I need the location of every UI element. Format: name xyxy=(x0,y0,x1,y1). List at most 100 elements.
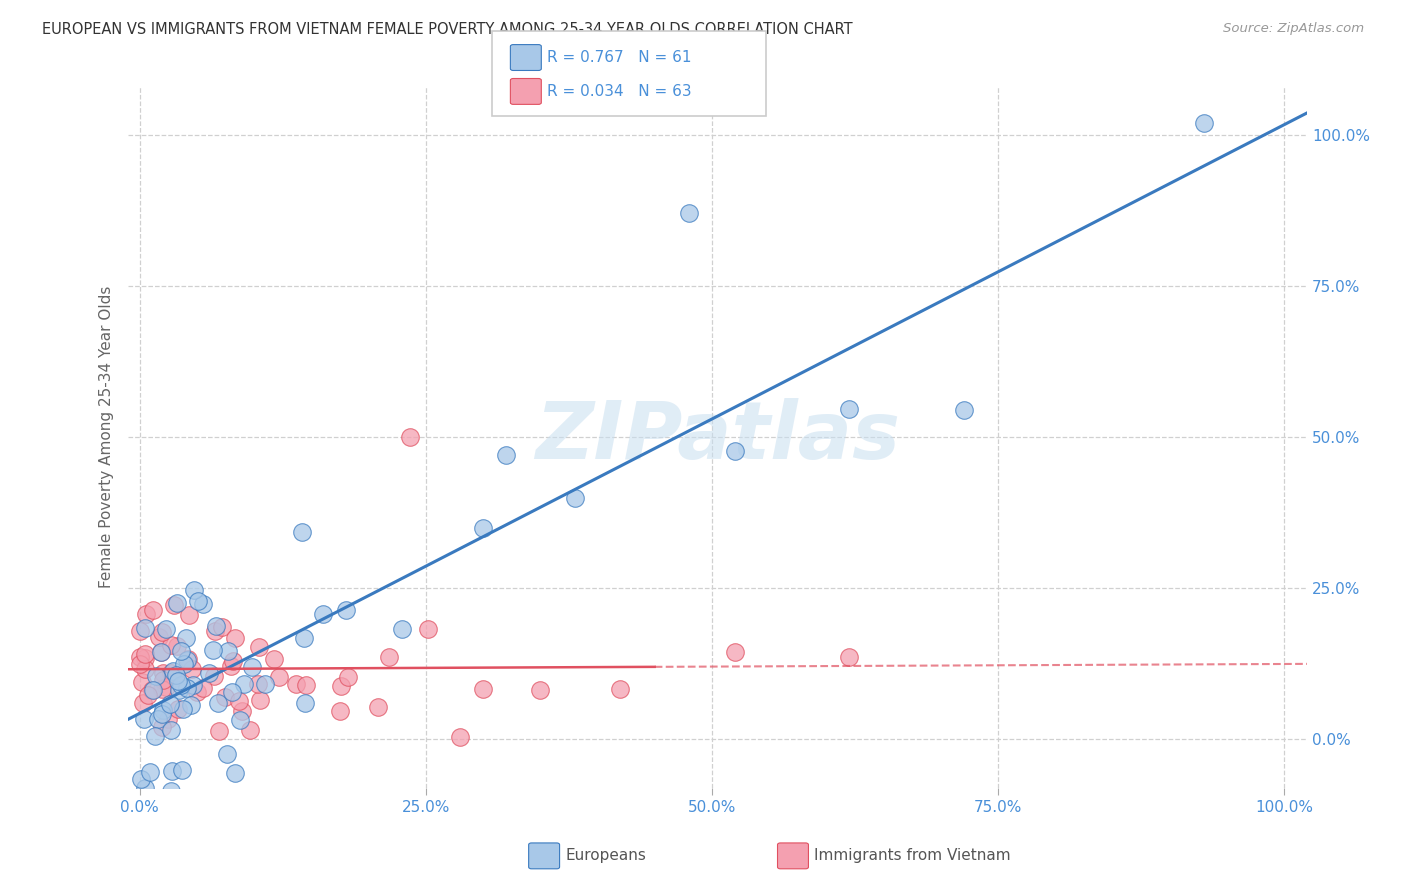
Point xyxy=(609,681,631,696)
Point xyxy=(247,676,270,690)
Point xyxy=(135,607,157,622)
Point xyxy=(177,608,200,623)
Point xyxy=(367,700,389,714)
Point xyxy=(165,671,187,685)
Point xyxy=(472,521,495,535)
Point xyxy=(214,690,236,704)
Point xyxy=(134,647,156,661)
Point xyxy=(148,631,170,645)
Point xyxy=(838,401,860,416)
Point xyxy=(267,670,290,684)
Point xyxy=(204,624,226,639)
Point xyxy=(170,763,193,777)
Point xyxy=(134,662,156,676)
Text: R = 0.034   N = 63: R = 0.034 N = 63 xyxy=(547,85,692,99)
Point xyxy=(176,653,198,667)
Point xyxy=(191,597,214,611)
Point xyxy=(155,681,177,695)
Point xyxy=(172,702,194,716)
Point xyxy=(207,696,229,710)
Point xyxy=(134,781,156,796)
Point xyxy=(239,723,262,737)
Point xyxy=(152,673,174,687)
Point xyxy=(399,430,422,444)
Point xyxy=(166,640,188,654)
Point xyxy=(165,667,187,681)
Point xyxy=(146,712,169,726)
Point xyxy=(228,694,250,708)
Point xyxy=(145,668,167,682)
Point xyxy=(211,620,233,634)
Point xyxy=(312,607,335,622)
Point xyxy=(221,654,243,668)
Text: R = 0.767   N = 61: R = 0.767 N = 61 xyxy=(547,51,692,65)
Point xyxy=(263,652,285,666)
Point xyxy=(416,622,439,636)
Point xyxy=(294,677,316,691)
Point xyxy=(150,645,173,659)
Point xyxy=(1192,115,1215,129)
Point xyxy=(180,698,202,712)
Point xyxy=(131,675,153,690)
Point xyxy=(155,622,177,636)
Text: Europeans: Europeans xyxy=(565,848,647,863)
Point xyxy=(160,723,183,737)
Point xyxy=(138,764,160,779)
Point xyxy=(449,731,471,745)
Point xyxy=(150,625,173,640)
Point xyxy=(202,669,225,683)
Point xyxy=(129,650,152,665)
Point xyxy=(229,713,252,727)
Point xyxy=(150,707,173,722)
Point xyxy=(952,403,974,417)
Point xyxy=(335,603,357,617)
Point xyxy=(152,720,174,734)
Text: Source: ZipAtlas.com: Source: ZipAtlas.com xyxy=(1223,22,1364,36)
Point xyxy=(152,665,174,680)
Point xyxy=(215,747,238,761)
Point xyxy=(157,712,180,726)
Point xyxy=(142,683,165,698)
Point xyxy=(249,692,271,706)
Point xyxy=(142,603,165,617)
Point xyxy=(391,622,413,636)
Point xyxy=(378,650,401,665)
Text: ZIPatlas: ZIPatlas xyxy=(536,398,900,476)
Y-axis label: Female Poverty Among 25-34 Year Olds: Female Poverty Among 25-34 Year Olds xyxy=(100,285,114,588)
Point xyxy=(183,582,205,597)
Point xyxy=(197,666,219,681)
Point xyxy=(292,631,315,645)
Point xyxy=(217,643,239,657)
Point xyxy=(176,681,198,695)
Point xyxy=(159,638,181,652)
Point xyxy=(150,645,173,659)
Point xyxy=(174,632,197,646)
Point xyxy=(181,662,204,676)
Point xyxy=(202,642,225,657)
Point xyxy=(219,658,242,673)
Point xyxy=(141,682,163,697)
Point xyxy=(337,670,360,684)
Point xyxy=(224,766,246,780)
Point xyxy=(472,682,495,697)
Point xyxy=(291,524,314,539)
Point xyxy=(186,684,208,698)
Point xyxy=(208,723,231,738)
Point xyxy=(724,444,747,458)
Point xyxy=(162,664,184,678)
Point xyxy=(131,772,153,786)
Point xyxy=(187,593,209,607)
Point xyxy=(163,599,186,613)
Point xyxy=(131,697,153,711)
Point xyxy=(838,650,860,665)
Point xyxy=(160,666,183,681)
Point xyxy=(247,640,270,655)
Point xyxy=(136,688,159,702)
Point xyxy=(529,683,551,698)
Point xyxy=(160,784,183,798)
Text: EUROPEAN VS IMMIGRANTS FROM VIETNAM FEMALE POVERTY AMONG 25-34 YEAR OLDS CORRELA: EUROPEAN VS IMMIGRANTS FROM VIETNAM FEMA… xyxy=(42,22,853,37)
Point xyxy=(170,678,193,692)
Point xyxy=(152,703,174,717)
Point xyxy=(253,677,276,691)
Point xyxy=(173,657,195,671)
